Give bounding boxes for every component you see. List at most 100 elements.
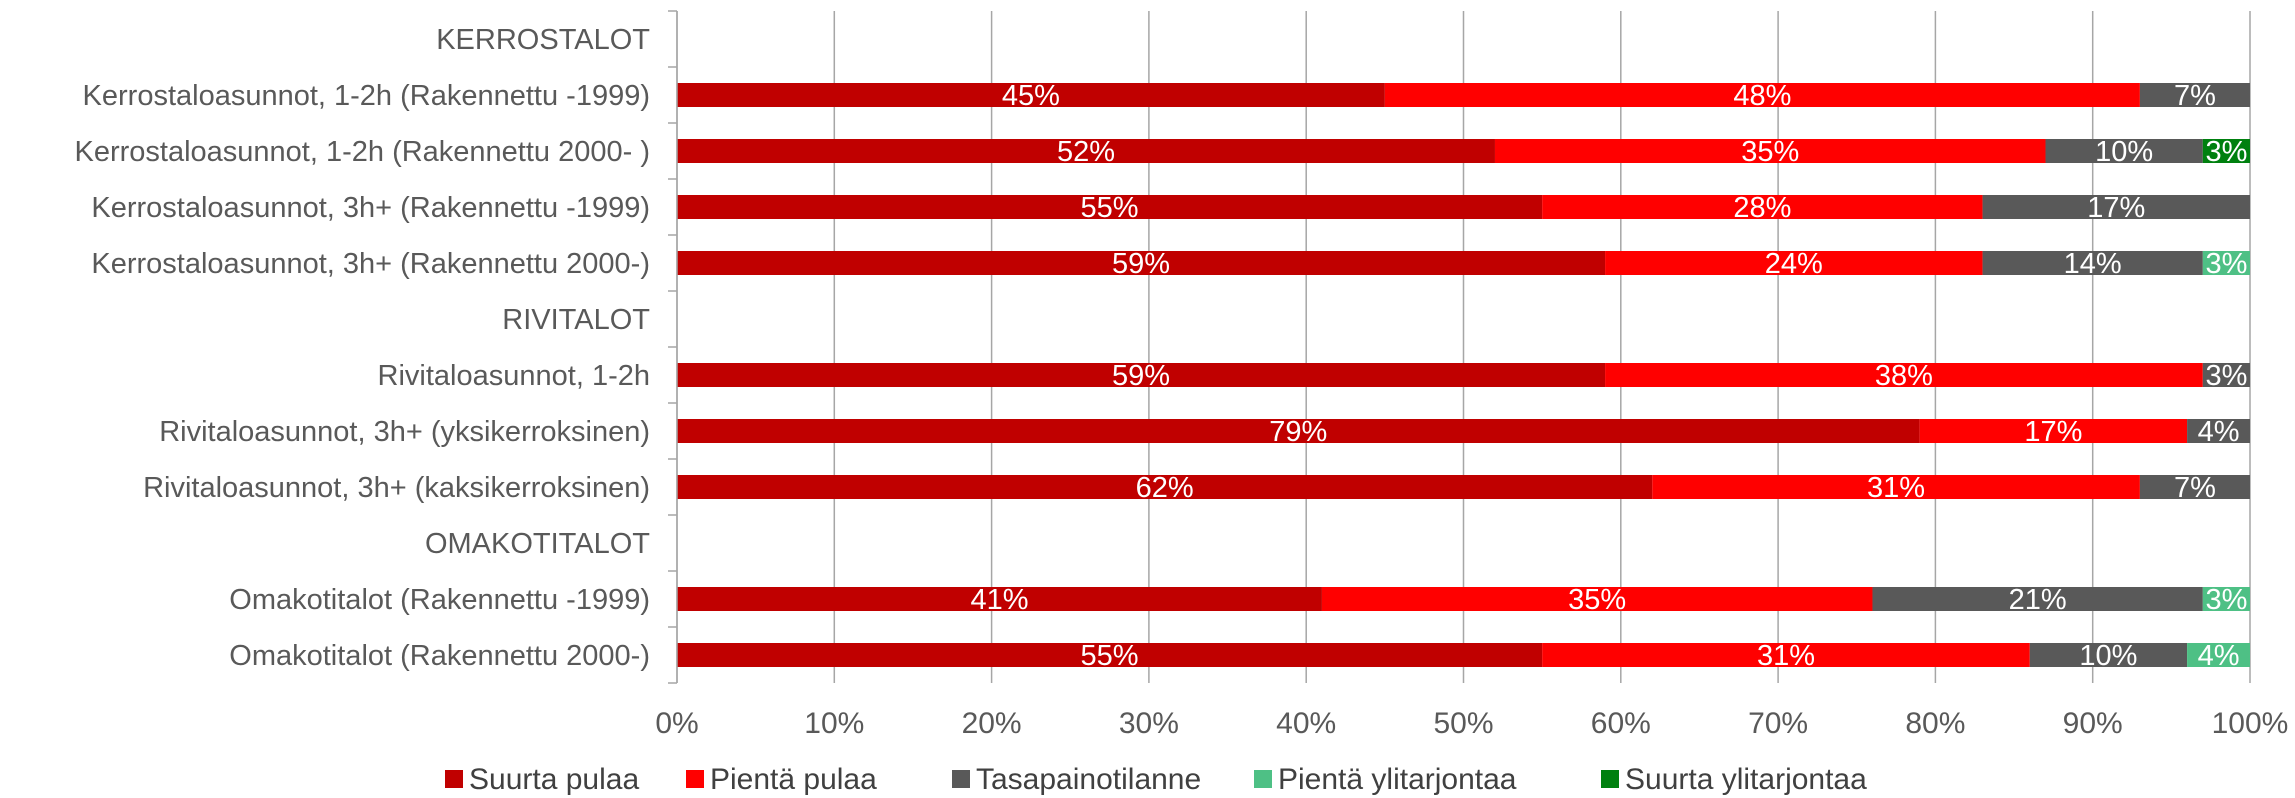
bar-segment [1321,587,1873,611]
category-label: Kerrostaloasunnot, 1-2h (Rakennettu -199… [83,80,650,112]
x-tick-label: 100% [2212,707,2289,740]
bar-data-label: 3% [2205,136,2247,168]
bar-segment [2045,139,2203,163]
x-tick-label: 0% [655,707,698,740]
bar-segment [2029,643,2188,667]
bar-segment [677,139,1495,163]
legend-swatch [1254,770,1272,788]
bar-segment [1872,587,2203,611]
legend-entry: Suurta ylitarjontaa [1625,763,1867,796]
bar-segment [2202,587,2250,611]
bar-data-label: 28% [1733,192,1791,224]
x-tick-label: 90% [2063,707,2123,740]
bars: 45% 48% 7% 52% 35% 10% 3% 55% 28% 17% 59% 24% 14% 3% 5… [677,80,2250,672]
bar-data-label: 55% [1081,192,1139,224]
bar-segment [677,643,1543,667]
category-label: Kerrostaloasunnot, 1-2h (Rakennettu 2000… [74,136,650,168]
category-label: Rivitaloasunnot, 1-2h [378,360,650,392]
category-label: Omakotitalot (Rakennettu -1999) [229,584,650,616]
bar-segment [677,419,1920,443]
bar-data-label: 14% [2064,248,2122,280]
bar-segment [1605,363,2203,387]
bar-data-label: 35% [1568,584,1626,616]
x-tick-label: 70% [1748,707,1808,740]
bar-segment [2187,419,2250,443]
bar-segment [2187,643,2250,667]
legend-entry: Pientä ylitarjontaa [1278,763,1517,796]
bar-data-label: 17% [2024,416,2082,448]
bar-data-label: 10% [2095,136,2153,168]
bar-data-label: 48% [1733,80,1791,112]
category-axis [668,10,678,684]
bar-data-label: 79% [1269,416,1327,448]
category-label: Kerrostaloasunnot, 3h+ (Rakennettu -1999… [91,192,650,224]
category-label: Kerrostaloasunnot, 3h+ (Rakennettu 2000-… [91,248,650,280]
bar-data-label: 4% [2198,640,2240,672]
bar-data-label: 10% [2079,640,2137,672]
x-axis-ticks: 0% 10% 20% 30% 40% 50% 60% 70% 80% 90% 100% [655,707,2288,740]
bar-segment [677,195,1543,219]
bar-segment [1982,195,2250,219]
bar-segment [1652,475,2140,499]
x-tick-label: 20% [962,707,1022,740]
bar-segment [1494,139,2046,163]
bar-data-label: 31% [1867,472,1925,504]
x-tick-label: 40% [1276,707,1336,740]
bar-data-label: 62% [1136,472,1194,504]
legend-entry: Suurta pulaa [469,763,639,796]
bar-segment [1542,643,2030,667]
legend-swatch [445,770,463,788]
legend-swatch [1601,770,1619,788]
bar-data-label: 3% [2205,248,2247,280]
legend-swatch [952,770,970,788]
bar-segment [1982,251,2203,275]
x-tick-label: 60% [1591,707,1651,740]
bar-data-label: 3% [2205,360,2247,392]
category-label: Rivitaloasunnot, 3h+ (yksikerroksinen) [159,416,650,448]
bar-segment [677,587,1322,611]
category-label: Rivitaloasunnot, 3h+ (kaksikerroksinen) [143,472,650,504]
legend: Suurta pulaa Pientä pulaa Tasapainotilanne… [445,763,1867,796]
bar-segment [677,83,1385,107]
bar-segment [2202,139,2250,163]
bar-data-label: 41% [970,584,1028,616]
x-tick-label: 30% [1119,707,1179,740]
bar-segment [1605,251,1983,275]
bar-segment [1542,195,1983,219]
x-tick-label: 80% [1905,707,1965,740]
gridlines [676,11,2251,683]
bar-data-label: 24% [1765,248,1823,280]
bar-segment [2139,475,2250,499]
bar-segment [2202,363,2250,387]
bar-data-label: 17% [2087,192,2145,224]
category-label: Omakotitalot (Rakennettu 2000-) [229,640,650,672]
bar-segment [677,363,1606,387]
bar-data-label: 52% [1057,136,1115,168]
legend-entry: Tasapainotilanne [976,763,1201,796]
bar-data-label: 59% [1112,360,1170,392]
legend-swatch [686,770,704,788]
bar-segment [1384,83,2140,107]
category-labels: KERROSTALOT Kerrostaloasunnot, 1-2h (Rake… [74,24,650,672]
bar-segment [677,251,1606,275]
group-header-label: RIVITALOT [502,304,650,336]
bar-segment [2202,251,2250,275]
bar-data-label: 3% [2205,584,2247,616]
bar-data-label: 31% [1757,640,1815,672]
bar-data-label: 35% [1741,136,1799,168]
bar-segment [2139,83,2250,107]
bar-data-label: 7% [2174,80,2216,112]
bar-segment [1919,419,2188,443]
bar-data-label: 38% [1875,360,1933,392]
bar-data-label: 55% [1081,640,1139,672]
x-tick-label: 10% [804,707,864,740]
group-header-label: KERROSTALOT [436,24,650,56]
group-header-label: OMAKOTITALOT [425,528,650,560]
bar-data-label: 21% [2009,584,2067,616]
bar-data-label: 4% [2198,416,2240,448]
bar-data-label: 59% [1112,248,1170,280]
x-tick-label: 50% [1433,707,1493,740]
bar-data-label: 45% [1002,80,1060,112]
bar-data-label: 7% [2174,472,2216,504]
